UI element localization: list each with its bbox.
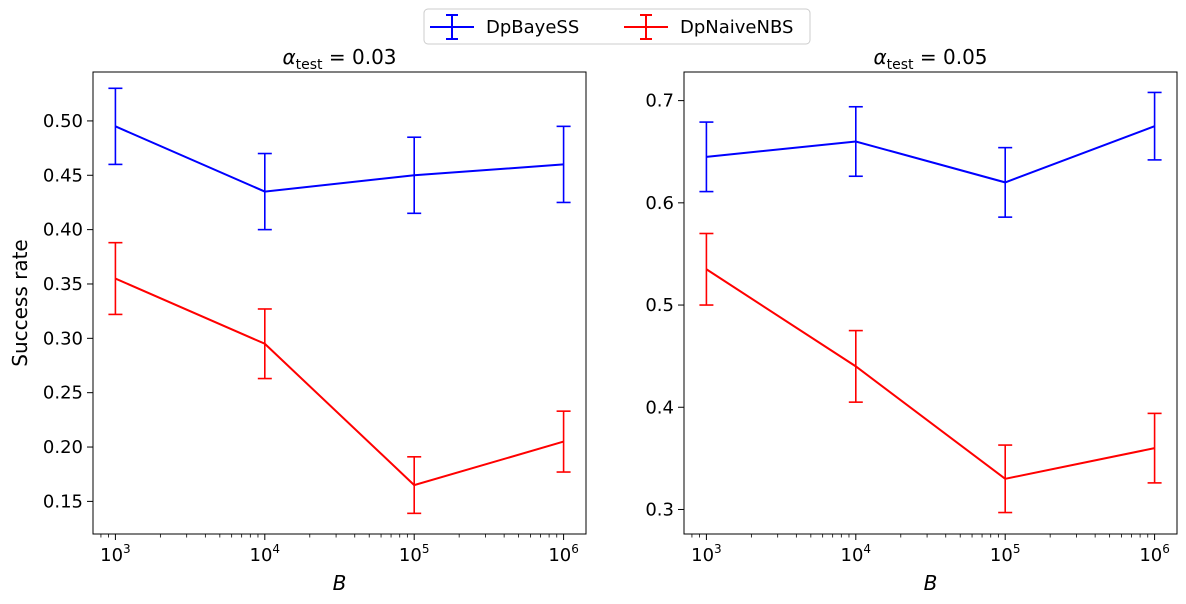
chart-title: αtest = 0.05 bbox=[873, 45, 987, 73]
series-line bbox=[115, 125, 564, 193]
x-axis-label: B bbox=[924, 571, 938, 595]
y-tick-label: 0.30 bbox=[43, 328, 83, 349]
x-tick-label: 106 bbox=[548, 542, 579, 566]
error-bar bbox=[108, 87, 123, 166]
x-tick-exponent: 3 bbox=[123, 542, 131, 556]
error-bar bbox=[407, 136, 422, 215]
legend-label: DpNaiveNBS bbox=[680, 17, 793, 38]
y-tick-label: 0.25 bbox=[43, 383, 83, 404]
error-bar bbox=[1147, 91, 1162, 161]
series-DpBayeSS bbox=[108, 87, 571, 231]
error-bar bbox=[699, 232, 714, 306]
x-tick-exponent: 6 bbox=[1162, 542, 1170, 556]
error-bar bbox=[556, 410, 571, 473]
error-bar bbox=[407, 456, 422, 515]
title-subscript: test bbox=[296, 57, 323, 73]
x-tick-base: 10 bbox=[399, 545, 422, 566]
x-tick-label: 104 bbox=[841, 542, 872, 566]
y-tick-label: 0.20 bbox=[43, 437, 83, 458]
title-value: = 0.05 bbox=[914, 45, 988, 69]
series-line bbox=[705, 268, 1155, 480]
x-axis-label: B bbox=[333, 571, 347, 595]
legend-entry-1: DpNaiveNBS bbox=[624, 14, 793, 40]
x-tick-base: 10 bbox=[841, 545, 864, 566]
title-symbol: α bbox=[873, 45, 886, 69]
series-DpNaiveNBS bbox=[108, 241, 571, 515]
error-bar bbox=[848, 105, 863, 178]
x-tick-label: 104 bbox=[250, 542, 281, 566]
x-tick-exponent: 4 bbox=[272, 542, 280, 556]
error-bar bbox=[848, 329, 863, 403]
error-bar bbox=[257, 152, 272, 231]
series-DpNaiveNBS bbox=[699, 232, 1162, 514]
x-tick-base: 10 bbox=[100, 545, 123, 566]
y-tick-label: 0.15 bbox=[43, 491, 83, 512]
x-tick-label: 105 bbox=[399, 542, 430, 566]
x-tick-label: 105 bbox=[990, 542, 1021, 566]
legend-frame bbox=[423, 8, 811, 45]
x-tick-exponent: 5 bbox=[1013, 542, 1021, 556]
y-tick-label: 0.4 bbox=[645, 397, 674, 418]
series-line bbox=[115, 277, 564, 487]
y-tick-label: 0.50 bbox=[43, 111, 83, 132]
y-tick-label: 0.3 bbox=[645, 499, 674, 520]
x-tick-label: 103 bbox=[100, 542, 131, 566]
legend-entry-0: DpBayeSS bbox=[430, 14, 579, 40]
x-tick-base: 10 bbox=[1139, 545, 1162, 566]
y-tick-label: 0.5 bbox=[645, 295, 674, 316]
error-bar bbox=[108, 241, 123, 316]
x-tick-exponent: 5 bbox=[422, 542, 430, 556]
axes-frame bbox=[92, 71, 587, 535]
error-bar bbox=[1147, 412, 1162, 484]
legend-label: DpBayeSS bbox=[486, 17, 579, 38]
title-value: = 0.03 bbox=[323, 45, 397, 69]
y-tick-label: 0.45 bbox=[43, 165, 83, 186]
series-line bbox=[706, 125, 1155, 184]
error-bar bbox=[998, 444, 1013, 514]
y-tick-label: 0.6 bbox=[645, 193, 674, 214]
chart-title: αtest = 0.03 bbox=[282, 45, 396, 73]
error-bar bbox=[556, 125, 571, 204]
title-subscript: test bbox=[887, 57, 914, 73]
x-tick-label: 106 bbox=[1139, 542, 1170, 566]
x-tick-base: 10 bbox=[548, 545, 571, 566]
title-symbol: α bbox=[282, 45, 295, 69]
x-tick-exponent: 3 bbox=[714, 542, 722, 556]
error-bar bbox=[699, 121, 714, 193]
x-tick-label: 103 bbox=[691, 542, 722, 566]
x-tick-exponent: 6 bbox=[571, 542, 579, 556]
y-axis-label: Success rate bbox=[8, 239, 32, 367]
y-tick-label: 0.40 bbox=[43, 220, 83, 241]
legend: DpBayeSS DpNaiveNBS bbox=[423, 8, 811, 45]
x-tick-base: 10 bbox=[250, 545, 273, 566]
x-tick-exponent: 4 bbox=[863, 542, 871, 556]
x-tick-base: 10 bbox=[691, 545, 714, 566]
error-bar bbox=[257, 308, 272, 380]
x-tick-base: 10 bbox=[990, 545, 1013, 566]
y-tick-label: 0.35 bbox=[43, 274, 83, 295]
error-bar bbox=[998, 146, 1013, 218]
series-DpBayeSS bbox=[699, 91, 1162, 218]
y-tick-label: 0.7 bbox=[645, 91, 674, 112]
axes-frame bbox=[683, 71, 1178, 535]
